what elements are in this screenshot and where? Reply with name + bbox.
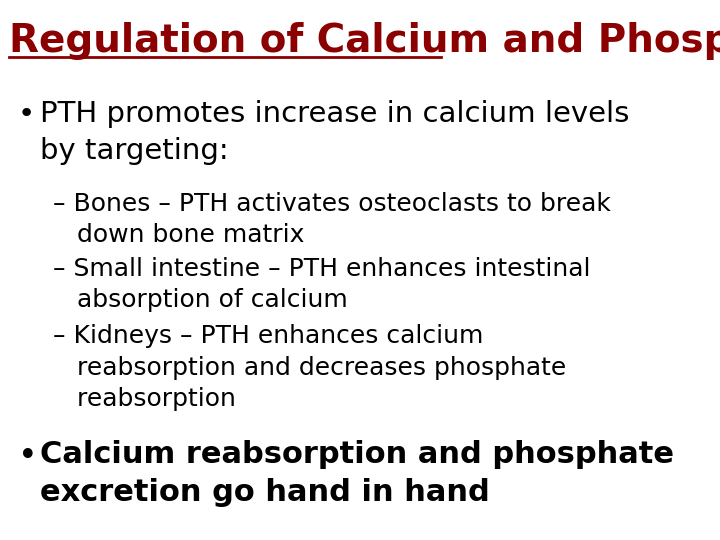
Text: – Kidneys – PTH enhances calcium
   reabsorption and decreases phosphate
   reab: – Kidneys – PTH enhances calcium reabsor… [53,324,567,411]
Text: – Small intestine – PTH enhances intestinal
   absorption of calcium: – Small intestine – PTH enhances intesti… [53,256,591,312]
Text: •: • [18,100,35,128]
Text: •: • [18,440,37,473]
Text: PTH promotes increase in calcium levels
by targeting:: PTH promotes increase in calcium levels … [40,100,629,165]
Text: – Bones – PTH activates osteoclasts to break
   down bone matrix: – Bones – PTH activates osteoclasts to b… [53,192,611,247]
Text: Regulation of Calcium and Phosphate: Regulation of Calcium and Phosphate [9,22,720,59]
Text: Calcium reabsorption and phosphate
excretion go hand in hand: Calcium reabsorption and phosphate excre… [40,440,674,507]
